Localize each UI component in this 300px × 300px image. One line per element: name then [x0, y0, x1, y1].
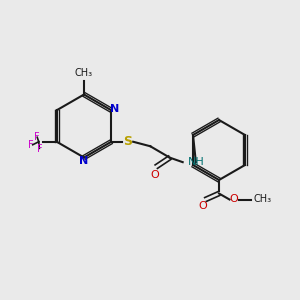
Text: S: S: [123, 135, 132, 148]
Text: NH: NH: [188, 157, 205, 166]
Text: O: O: [199, 201, 208, 211]
Text: F: F: [28, 140, 34, 150]
Text: N: N: [80, 156, 88, 166]
Text: CH₃: CH₃: [254, 194, 272, 205]
Text: F: F: [38, 144, 43, 154]
Text: CH₃: CH₃: [75, 68, 93, 78]
Text: F: F: [34, 132, 40, 142]
Text: N: N: [110, 104, 119, 114]
Text: O: O: [230, 194, 238, 205]
Text: O: O: [150, 169, 159, 180]
